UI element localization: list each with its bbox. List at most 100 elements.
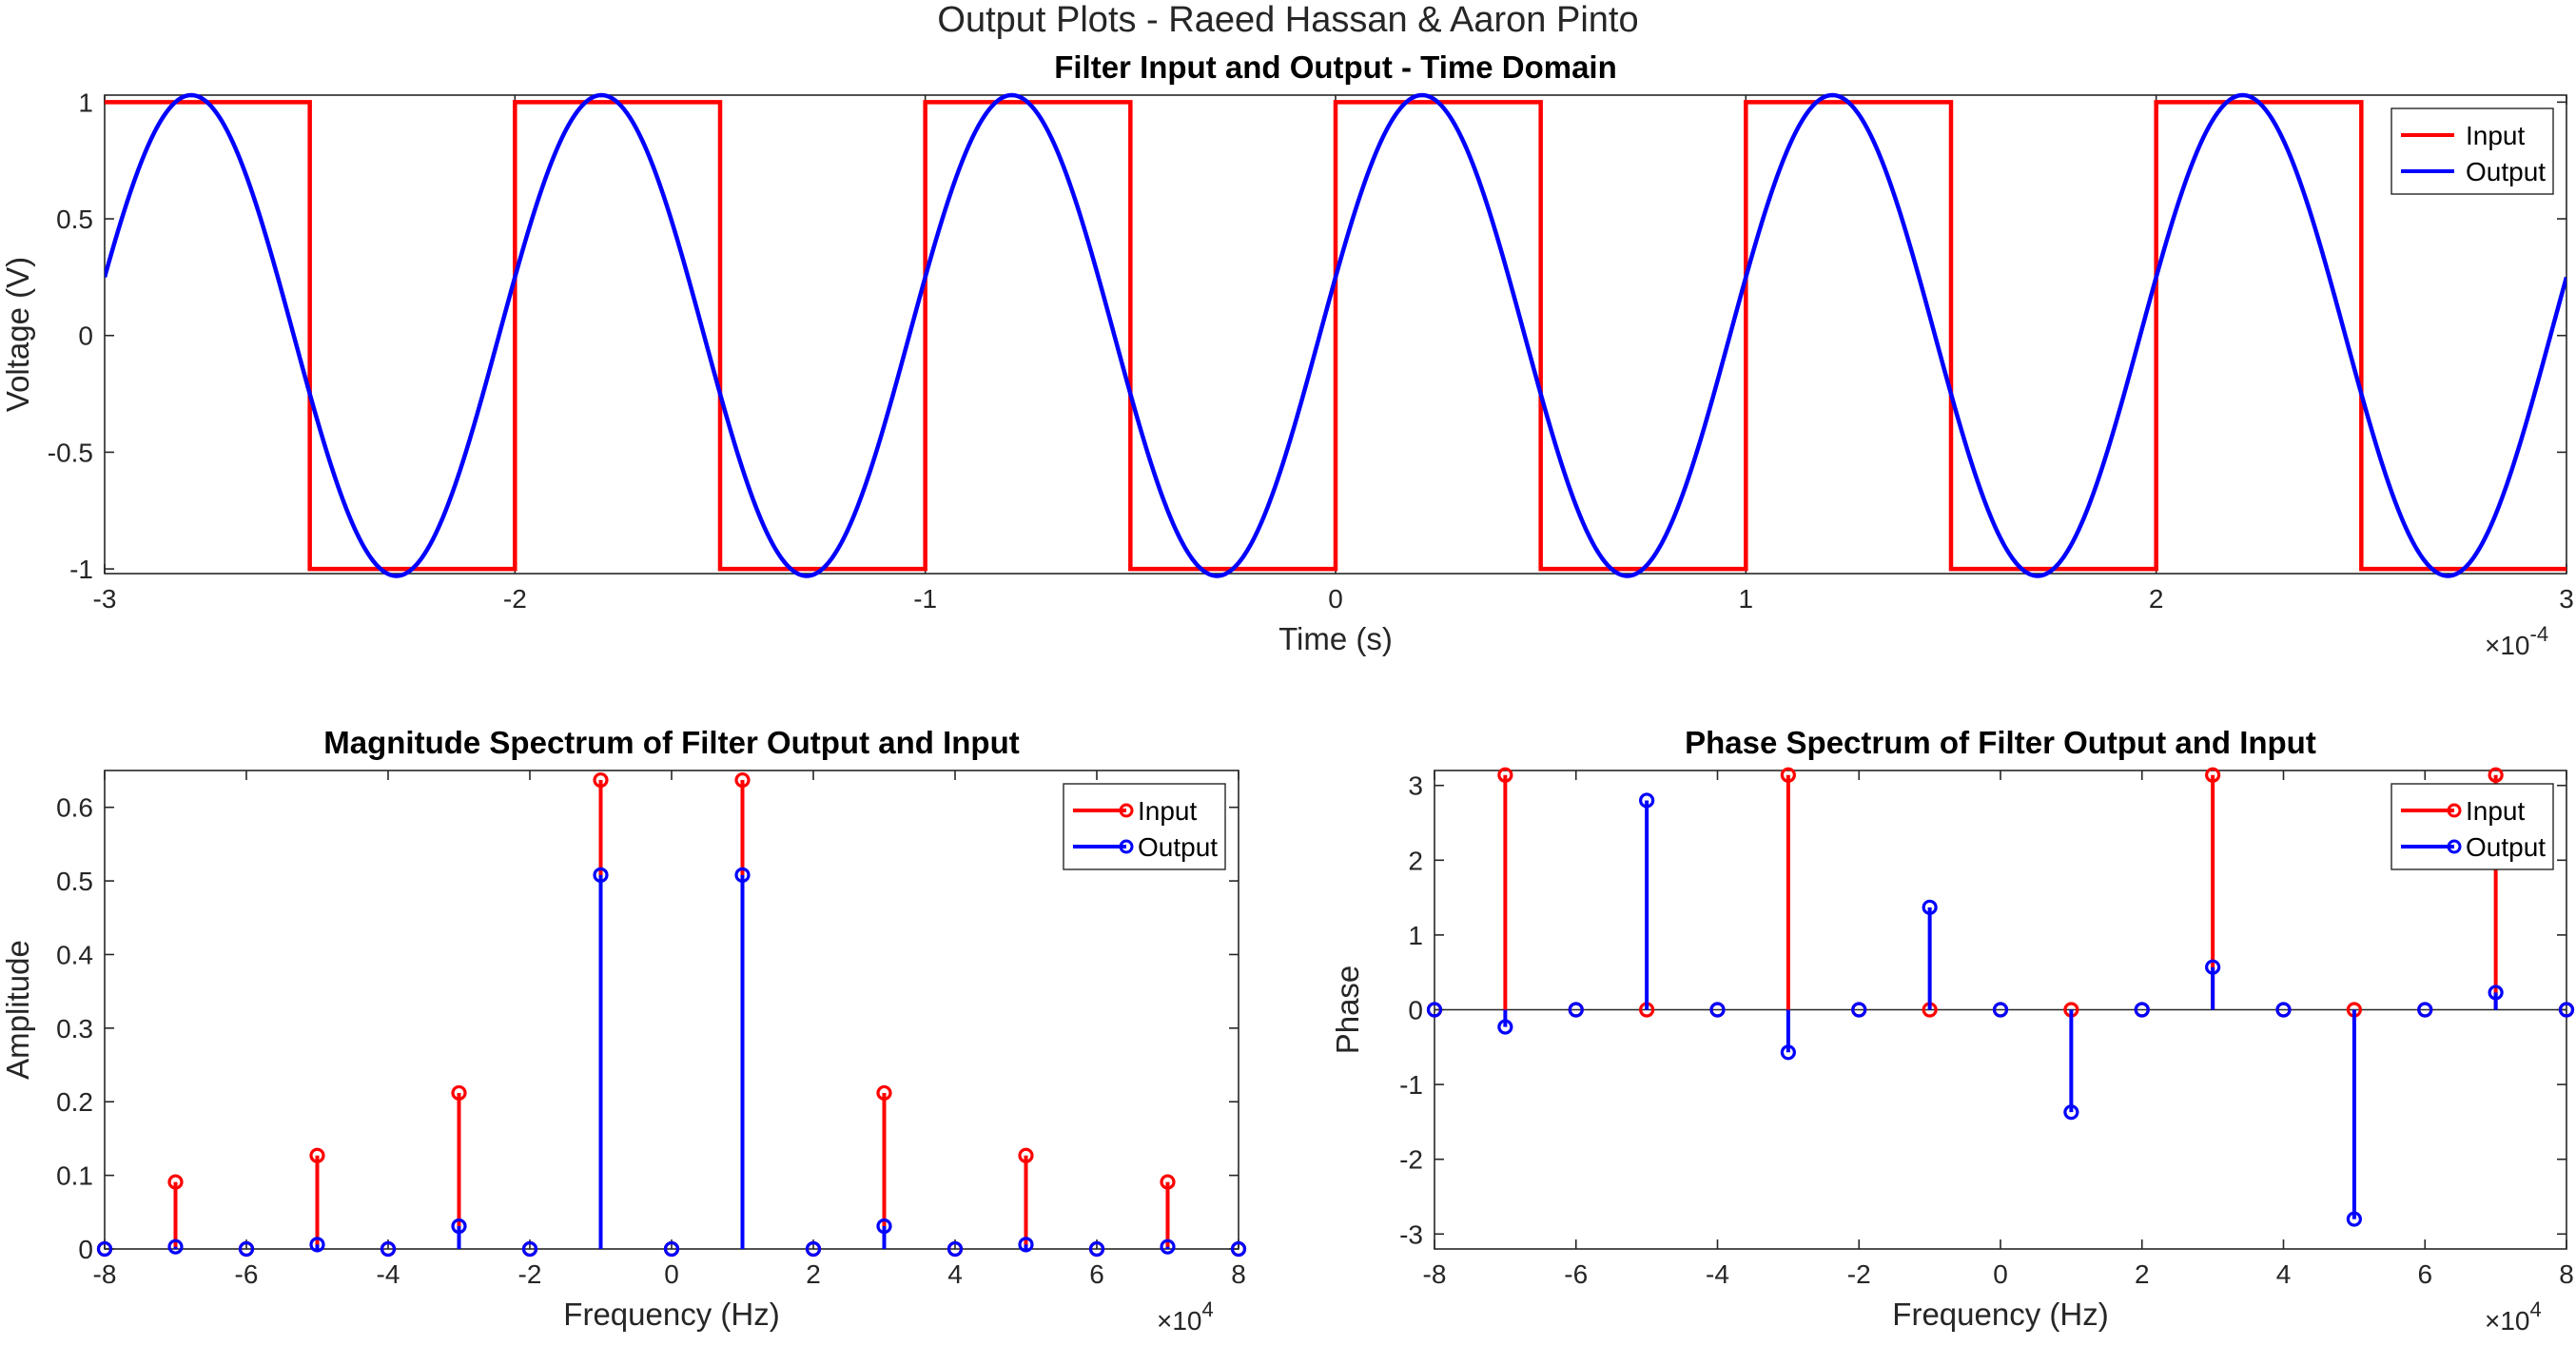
x-tick-label: 0: [1328, 584, 1343, 614]
legend: Input Output: [2391, 783, 2554, 870]
x-tick-label: 3: [2559, 584, 2574, 614]
stem-marker-output: [1230, 1240, 1247, 1258]
series-output: [96, 867, 1247, 1258]
x-tick-label: 2: [2149, 584, 2164, 614]
stem-marker-input: [309, 1147, 325, 1163]
stem-marker-output: [2205, 959, 2221, 975]
stem-marker-input: [1160, 1174, 1176, 1190]
x-tick-label: 1: [1739, 584, 1754, 614]
y-tick-label: 3: [1408, 771, 1423, 801]
x-tick-label: 0: [1993, 1259, 2008, 1289]
y-tick-label: 0.1: [56, 1161, 93, 1191]
stem-marker-output: [2063, 1104, 2079, 1121]
stem-marker-output: [663, 1240, 680, 1258]
x-tick-label: -2: [518, 1259, 542, 1289]
legend-label-input: Input: [2466, 796, 2525, 826]
legend-marker-input: [1119, 803, 1134, 818]
y-tick-label: 0.5: [56, 205, 93, 234]
y-tick-label: 0.5: [56, 867, 93, 896]
x-tick-label: -6: [235, 1259, 259, 1289]
legend-label-output: Output: [1138, 832, 1218, 862]
stem-marker-output: [1426, 1002, 1443, 1018]
stem-marker-input: [2205, 767, 2221, 783]
series-output-line: [105, 92, 2566, 578]
x-tick-label: 0: [664, 1259, 679, 1289]
plot-3: Phase Spectrum of Filter Output and Inpu…: [1330, 725, 2575, 1336]
stem-marker-output: [451, 1218, 467, 1235]
stem-marker-output: [238, 1240, 255, 1258]
legend: Input Output: [2391, 107, 2554, 195]
y-axis-label: Voltage (V): [0, 257, 35, 412]
series-output: [1426, 792, 2575, 1227]
stem-marker-output: [805, 1240, 822, 1258]
x-tick-label: 6: [1089, 1259, 1104, 1289]
x-tick-label: 2: [2135, 1259, 2150, 1289]
y-tick-label: -1: [1399, 1070, 1423, 1100]
y-tick-label: 2: [1408, 846, 1423, 875]
stem-marker-output: [2488, 985, 2504, 1001]
stem-marker-output: [380, 1240, 397, 1258]
stem-marker-output: [1160, 1239, 1176, 1255]
legend-marker-output: [1119, 839, 1134, 854]
stem-marker-output: [2134, 1002, 2150, 1018]
legend: Input Output: [1063, 783, 1226, 870]
plot-2: Magnitude Spectrum of Filter Output and …: [0, 725, 1247, 1336]
legend-label-input: Input: [1138, 796, 1197, 826]
x-exponent-value: 4: [1202, 1297, 1214, 1321]
y-tick-label: 0.6: [56, 793, 93, 823]
y-tick-label: 0: [78, 322, 93, 351]
y-tick-label: -1: [69, 555, 93, 584]
x-tick-label: 8: [1231, 1259, 1246, 1289]
stem-marker-input: [1497, 767, 1513, 783]
stem-marker-output: [1851, 1002, 1867, 1018]
legend-marker-input: [2447, 803, 2462, 818]
y-tick-label: -3: [1399, 1219, 1423, 1249]
stem-marker-output: [876, 1218, 892, 1235]
x-exponent-label: ×104: [1157, 1297, 1214, 1336]
x-tick-label: -4: [377, 1259, 400, 1289]
stem-marker-output: [946, 1240, 964, 1258]
stem-marker-output: [521, 1240, 538, 1258]
legend-label-input: Input: [2466, 121, 2525, 150]
stem-marker-output: [1497, 1019, 1513, 1035]
y-axis-label: Amplitude: [0, 940, 35, 1080]
series-input-line: [105, 100, 2566, 572]
stem-marker-input: [593, 771, 609, 789]
y-tick-label: -0.5: [48, 438, 93, 467]
stem-marker-output: [309, 1237, 325, 1253]
stem-marker-output: [1992, 1002, 2009, 1018]
x-exponent-value: 4: [2530, 1297, 2542, 1321]
x-tick-label: -8: [93, 1259, 117, 1289]
stem-marker-output: [1018, 1237, 1034, 1253]
x-tick-label: 4: [947, 1259, 963, 1289]
x-tick-label: -2: [503, 584, 527, 614]
y-tick-label: 0.2: [56, 1087, 93, 1117]
x-axis-label: Frequency (Hz): [563, 1297, 779, 1332]
legend-box: [2391, 107, 2554, 195]
stem-marker-output: [2417, 1002, 2433, 1018]
plot-title: Filter Input and Output - Time Domain: [1054, 49, 1617, 85]
plots-container: Filter Input and Output - Time Domain-3-…: [0, 49, 2575, 1336]
y-tick-label: 0: [78, 1235, 93, 1264]
figure-title: Output Plots - Raeed Hassan & Aaron Pint…: [937, 0, 1638, 40]
y-tick-label: 0.4: [56, 940, 93, 969]
y-tick-label: 0.3: [56, 1014, 93, 1044]
stem-marker-output: [1088, 1240, 1105, 1258]
x-tick-label: -1: [913, 584, 937, 614]
stem-marker-input: [167, 1174, 184, 1190]
x-tick-label: -4: [1706, 1259, 1729, 1289]
stem-marker-output: [2346, 1211, 2362, 1227]
stem-marker-input: [876, 1084, 892, 1102]
stem-marker-output: [1639, 792, 1655, 809]
stem-marker-output: [1709, 1002, 1726, 1018]
x-tick-label: 8: [2559, 1259, 2574, 1289]
x-tick-label: -2: [1847, 1259, 1871, 1289]
x-exponent-label: ×104: [2485, 1297, 2542, 1336]
stem-marker-input: [734, 771, 751, 789]
plot-1: Filter Input and Output - Time Domain-3-…: [0, 49, 2574, 660]
x-tick-label: 4: [2276, 1259, 2292, 1289]
plot-title: Phase Spectrum of Filter Output and Inpu…: [1685, 725, 2316, 760]
x-tick-label: -3: [93, 584, 117, 614]
legend-label-output: Output: [2466, 832, 2546, 862]
